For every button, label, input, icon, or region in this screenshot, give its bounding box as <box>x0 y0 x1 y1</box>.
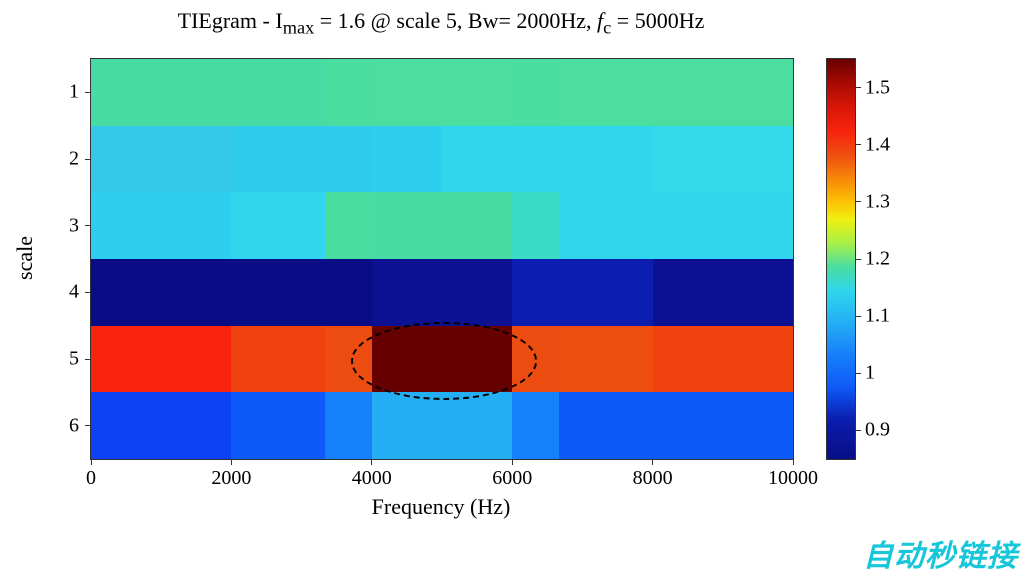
heatmap-cell <box>91 126 231 193</box>
chart-title: TIEgram - Imax = 1.6 @ scale 5, Bw= 2000… <box>90 8 792 38</box>
colorbar: 0.911.11.21.31.41.5 <box>826 58 856 460</box>
x-tick <box>793 459 794 465</box>
heatmap-cell <box>91 392 231 459</box>
heatmap-cell <box>325 126 372 193</box>
heatmap-cell <box>442 126 512 193</box>
heatmap-cell <box>559 59 653 126</box>
heatmap-cell <box>372 259 442 326</box>
heatmap-cell <box>512 259 559 326</box>
y-tick <box>85 225 91 226</box>
heatmap-cell <box>442 192 512 259</box>
heatmap-row <box>91 126 793 193</box>
heatmap-cell <box>325 392 372 459</box>
heatmap-cell <box>559 326 653 393</box>
heatmap-cell <box>653 392 793 459</box>
heatmap-cell <box>653 192 793 259</box>
heatmap-cell <box>512 192 559 259</box>
colorbar-tick-label: 1.4 <box>855 133 890 156</box>
y-tick-label: 6 <box>59 414 79 437</box>
title-sub-max: max <box>283 17 315 37</box>
y-tick-label: 4 <box>59 281 79 304</box>
heatmap-cell <box>372 126 442 193</box>
heatmap-cell <box>512 126 559 193</box>
title-suffix: = 5000Hz <box>611 8 704 33</box>
y-tick <box>85 292 91 293</box>
heatmap-cell <box>442 392 512 459</box>
x-tick <box>91 459 92 465</box>
heatmap-cell <box>372 326 442 393</box>
y-tick <box>85 359 91 360</box>
heatmap-cell <box>559 392 653 459</box>
x-tick <box>371 459 372 465</box>
x-tick-label: 8000 <box>633 467 673 490</box>
heatmap-cell <box>653 59 793 126</box>
heatmap-cell <box>559 126 653 193</box>
y-tick-label: 1 <box>59 81 79 104</box>
title-mid: = 1.6 @ scale 5, Bw= 2000Hz, <box>314 8 597 33</box>
heatmap-cell <box>231 259 325 326</box>
y-tick-label: 5 <box>59 348 79 371</box>
colorbar-tick-label: 1.1 <box>855 305 890 328</box>
x-tick-label: 10000 <box>768 467 818 490</box>
heatmap-cell <box>231 59 325 126</box>
heatmap-cell <box>442 326 512 393</box>
x-tick <box>652 459 653 465</box>
heatmap-cell <box>91 326 231 393</box>
x-tick-label: 6000 <box>492 467 532 490</box>
figure: TIEgram - Imax = 1.6 @ scale 5, Bw= 2000… <box>0 0 1024 577</box>
y-tick-label: 2 <box>59 148 79 171</box>
heatmap-cell <box>559 192 653 259</box>
colorbar-tick-label: 1.2 <box>855 248 890 271</box>
heatmap-cell <box>653 326 793 393</box>
heatmap-cell <box>231 192 325 259</box>
heatmap-row <box>91 392 793 459</box>
title-prefix: TIEgram - I <box>178 8 283 33</box>
heatmap-cell <box>512 326 559 393</box>
heatmap-cell <box>325 259 372 326</box>
heatmap-cell <box>372 59 442 126</box>
heatmap-cell <box>91 59 231 126</box>
y-tick <box>85 159 91 160</box>
heatmap-cell <box>231 126 325 193</box>
colorbar-tick-label: 1.3 <box>855 190 890 213</box>
y-tick <box>85 425 91 426</box>
heatmap-cell <box>372 392 442 459</box>
heatmap-cell <box>231 326 325 393</box>
heatmap-axes: 0200040006000800010000123456 <box>90 58 794 460</box>
y-tick-label: 3 <box>59 214 79 237</box>
x-tick <box>231 459 232 465</box>
heatmap-cell <box>231 392 325 459</box>
heatmap-cell <box>372 192 442 259</box>
heatmap-cell <box>559 259 653 326</box>
heatmap-cell <box>91 259 231 326</box>
heatmap-cell <box>325 59 372 126</box>
heatmap-cell <box>653 126 793 193</box>
heatmap-cell <box>325 326 372 393</box>
heatmap-cell <box>512 59 559 126</box>
heatmap-row <box>91 192 793 259</box>
colorbar-tick-label: 1 <box>855 362 875 385</box>
colorbar-tick-label: 1.5 <box>855 76 890 99</box>
y-axis-label: scale <box>12 236 38 280</box>
heatmap-row <box>91 259 793 326</box>
x-tick-label: 2000 <box>211 467 251 490</box>
x-tick <box>512 459 513 465</box>
colorbar-tick-label: 0.9 <box>855 419 890 442</box>
x-tick-label: 0 <box>86 467 96 490</box>
y-tick <box>85 92 91 93</box>
heatmap-cell <box>653 259 793 326</box>
heatmap-cell <box>325 192 372 259</box>
x-tick-label: 4000 <box>352 467 392 490</box>
heatmap-cell <box>442 59 512 126</box>
watermark-text: 自动秒链接 <box>863 531 1018 575</box>
heatmap-row <box>91 326 793 393</box>
heatmap-cell <box>91 192 231 259</box>
heatmap-cell <box>442 259 512 326</box>
heatmap-row <box>91 59 793 126</box>
title-text: TIEgram - Imax = 1.6 @ scale 5, Bw= 2000… <box>178 8 705 38</box>
heatmap-cell <box>512 392 559 459</box>
x-axis-label: Frequency (Hz) <box>372 494 511 520</box>
